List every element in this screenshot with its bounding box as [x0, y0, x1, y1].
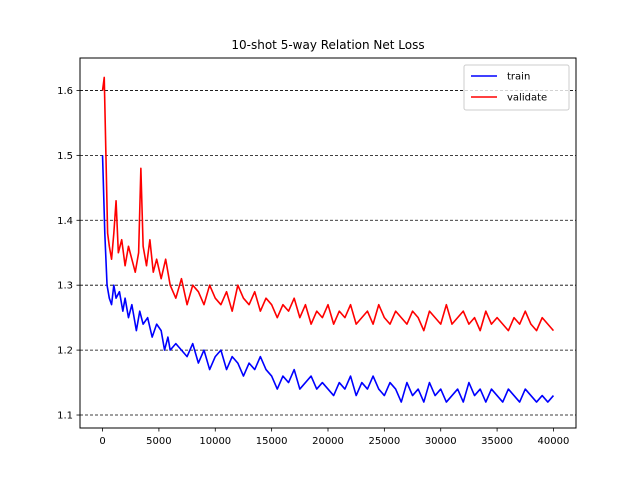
legend-label-train: train [507, 72, 530, 83]
chart-title: 10-shot 5-way Relation Net Loss [231, 38, 424, 52]
x-tick-label: 35000 [481, 436, 513, 447]
grid [80, 90, 576, 416]
x-tick-label: 20000 [312, 436, 344, 447]
y-tick-label: 1.1 [57, 411, 73, 422]
y-axis: 1.1 1.2 1.3 1.4 1.5 1.6 [57, 86, 80, 422]
x-axis: 0 5000 10000 15000 20000 25000 30000 35000 40000 [99, 428, 569, 447]
series-layer [101, 76, 555, 403]
x-tick-label: 15000 [256, 436, 288, 447]
y-tick-label: 1.4 [57, 216, 73, 227]
x-tick-label: 40000 [538, 436, 570, 447]
x-tick-label: 30000 [425, 436, 457, 447]
y-tick-label: 1.2 [57, 346, 73, 357]
y-tick-label: 1.6 [57, 86, 73, 97]
legend: train validate [463, 64, 570, 111]
x-tick-label: 0 [99, 436, 105, 447]
legend-label-validate: validate [507, 93, 547, 104]
series-line-validate [101, 76, 555, 332]
x-tick-label: 5000 [146, 436, 171, 447]
x-tick-label: 10000 [199, 436, 231, 447]
y-tick-label: 1.5 [57, 151, 73, 162]
series-line-train [101, 155, 555, 403]
y-tick-label: 1.3 [57, 281, 73, 292]
x-tick-label: 25000 [368, 436, 400, 447]
